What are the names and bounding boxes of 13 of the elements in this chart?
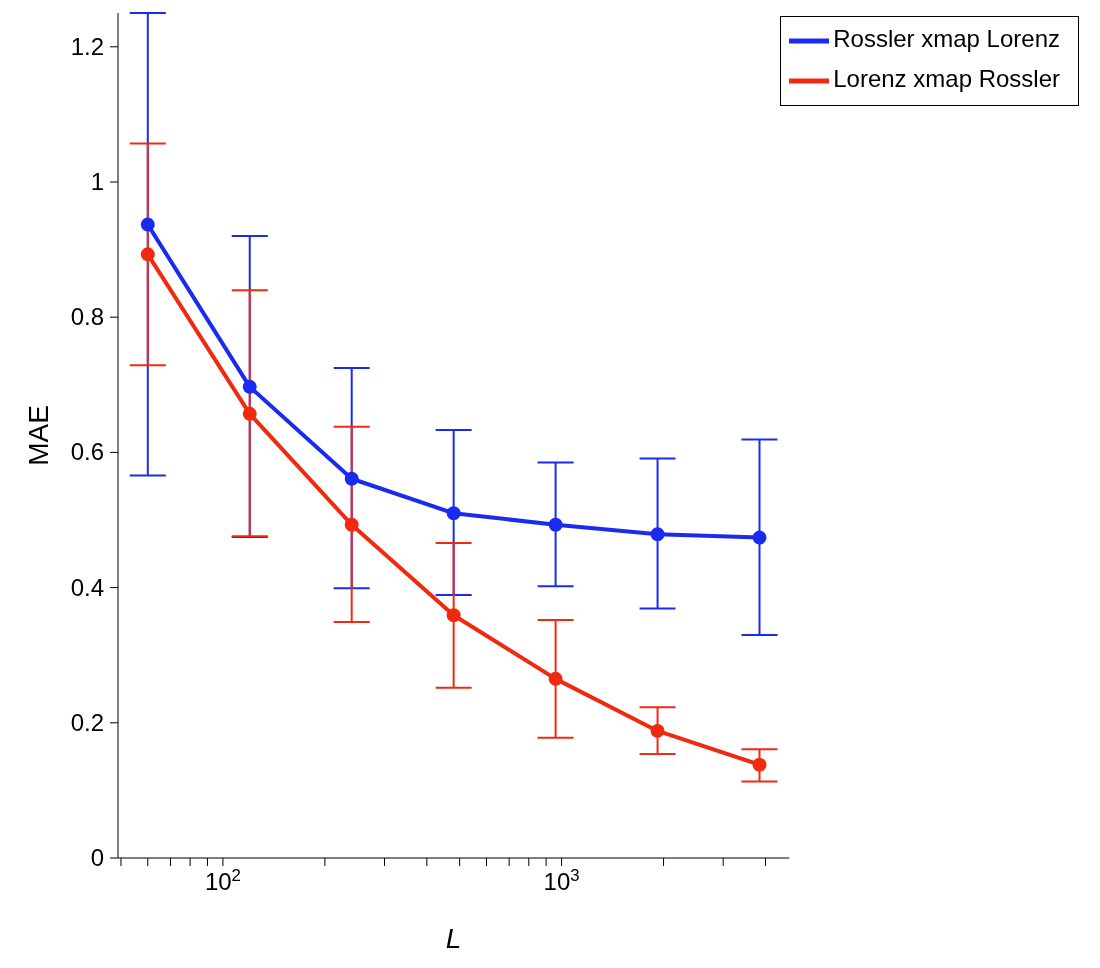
legend-label: Lorenz xmap Rossler — [833, 65, 1060, 93]
y-tick-label: 0.6 — [70, 438, 104, 466]
y-tick-label: 0.2 — [70, 708, 104, 736]
legend-label: Rossler xmap Lorenz — [833, 25, 1060, 53]
y-tick-label: 1.2 — [70, 32, 104, 60]
y-tick-label: 0 — [90, 844, 104, 871]
x-axis-title: L — [445, 923, 462, 954]
y-tick-label: 0.4 — [70, 573, 104, 601]
y-tick-label: 0.8 — [70, 303, 104, 331]
x-tick-label: 10$^{2}$ — [204, 865, 241, 895]
y-axis-title: MAE — [22, 405, 54, 466]
x-tick-label: 10$^{3}$ — [543, 865, 580, 895]
y-tick-label: 1 — [90, 168, 104, 195]
